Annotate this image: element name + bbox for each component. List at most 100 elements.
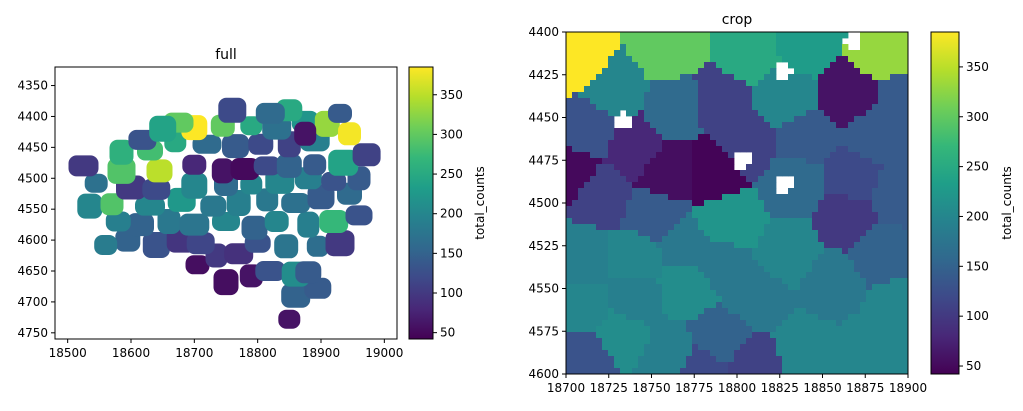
cell-crop-pixel [710, 92, 717, 99]
cell-crop-pixel [686, 338, 693, 345]
cell-crop-pixel [758, 314, 765, 321]
cell-crop-pixel [848, 164, 855, 171]
cell-crop-pixel [656, 74, 663, 81]
cell-crop-pixel [704, 194, 711, 201]
cell-crop-pixel [860, 38, 867, 45]
cell-crop-pixel [752, 314, 759, 321]
cell-crop-pixel [836, 32, 843, 39]
cell-crop-pixel [716, 44, 723, 51]
cell-crop-pixel [668, 266, 675, 273]
cell-crop-pixel [590, 206, 597, 213]
cell-crop-pixel [800, 368, 807, 374]
cell-crop-pixel [740, 308, 747, 315]
cell-crop-pixel [572, 302, 579, 309]
cell-crop-pixel [812, 128, 819, 135]
cell-crop-pixel [668, 362, 675, 369]
cell-crop-pixel [728, 44, 735, 51]
cell-crop-pixel [620, 158, 627, 165]
cell-crop-pixel [764, 32, 771, 39]
cell-crop-pixel [740, 170, 747, 177]
cell-crop-pixel [734, 74, 741, 81]
cell-crop-pixel [764, 188, 771, 195]
cell-crop-pixel [608, 176, 615, 183]
cell-crop-pixel [848, 272, 855, 279]
cell-crop-pixel [638, 50, 645, 57]
cell-crop-pixel [782, 248, 789, 255]
cell-crop-pixel [770, 350, 777, 357]
cell-crop-pixel [812, 68, 819, 75]
cell-crop-pixel [866, 158, 873, 165]
cell-crop-pixel [824, 272, 831, 279]
cell-crop-pixel [584, 272, 591, 279]
cell-crop-pixel [770, 98, 777, 105]
cell-crop-pixel [728, 248, 735, 255]
cell-crop-pixel [734, 32, 741, 39]
cell-crop-pixel [614, 56, 621, 63]
cell-crop-pixel [698, 68, 705, 75]
cell-crop-pixel [674, 194, 681, 201]
cell-crop-pixel [608, 344, 615, 351]
cell-crop-pixel [758, 224, 765, 231]
cell-crop-pixel [686, 284, 693, 291]
cell-crop-pixel [602, 122, 609, 129]
cell-crop-pixel [824, 116, 831, 123]
cell-crop-pixel [662, 146, 669, 153]
cell-crop-pixel [794, 266, 801, 273]
cell-crop-pixel [614, 200, 621, 207]
cell-crop-pixel [884, 218, 891, 225]
cell-crop-pixel [896, 284, 903, 291]
cell-crop-pixel [710, 236, 717, 243]
cell-crop-pixel [758, 182, 765, 189]
cell-crop-pixel [884, 308, 891, 315]
cell-crop-pixel [698, 164, 705, 171]
cell-crop-pixel [848, 362, 855, 369]
cell-crop-pixel [764, 308, 771, 315]
cell-crop-pixel [602, 68, 609, 75]
cell-crop-pixel [704, 236, 711, 243]
cell-crop-pixel [662, 326, 669, 333]
cell-crop-pixel [794, 362, 801, 369]
cell-crop-pixel [620, 188, 627, 195]
cell-crop-pixel [644, 308, 651, 315]
cell-crop-pixel [884, 80, 891, 87]
cell-crop-pixel [890, 278, 897, 285]
cell-crop-pixel [698, 134, 705, 141]
y-tick-label: 4650 [17, 264, 48, 278]
cell-crop-pixel [758, 278, 765, 285]
cell-crop-pixel [632, 296, 639, 303]
cell-crop-pixel [824, 254, 831, 261]
cell-crop-pixel [566, 146, 573, 153]
cell-crop-pixel [770, 200, 777, 207]
x-tick-label: 18900 [889, 381, 927, 395]
cell-crop-pixel [866, 68, 873, 75]
cell-crop-pixel [632, 356, 639, 363]
cell-crop-pixel [830, 338, 837, 345]
cell-crop-pixel [602, 278, 609, 285]
cell-crop-pixel [722, 110, 729, 117]
cell-crop-pixel [590, 44, 597, 51]
cell-crop-pixel [824, 266, 831, 273]
cell-crop-pixel [818, 254, 825, 261]
cell-crop-pixel [812, 314, 819, 321]
cell-crop-pixel [770, 170, 777, 177]
cell-crop-pixel [632, 338, 639, 345]
cell-crop-pixel [758, 170, 765, 177]
cell-crop-pixel [650, 236, 657, 243]
cell-crop-pixel [584, 308, 591, 315]
cell-crop-pixel [680, 290, 687, 297]
cell-crop-pixel [578, 338, 585, 345]
cell-crop-pixel [722, 98, 729, 105]
cell-crop-pixel [722, 284, 729, 291]
cell-crop-pixel [566, 302, 573, 309]
cell-crop-pixel [644, 248, 651, 255]
cell-crop-pixel [662, 56, 669, 63]
cell-crop-pixel [698, 224, 705, 231]
cell-crop-pixel [572, 128, 579, 135]
cell-crop-pixel [590, 62, 597, 69]
cell-crop-pixel [698, 326, 705, 333]
cell-crop-pixel [860, 122, 867, 129]
cell-crop-pixel [848, 206, 855, 213]
cell-crop-pixel [752, 134, 759, 141]
cell-crop-pixel [674, 92, 681, 99]
cell-crop-pixel [848, 134, 855, 141]
